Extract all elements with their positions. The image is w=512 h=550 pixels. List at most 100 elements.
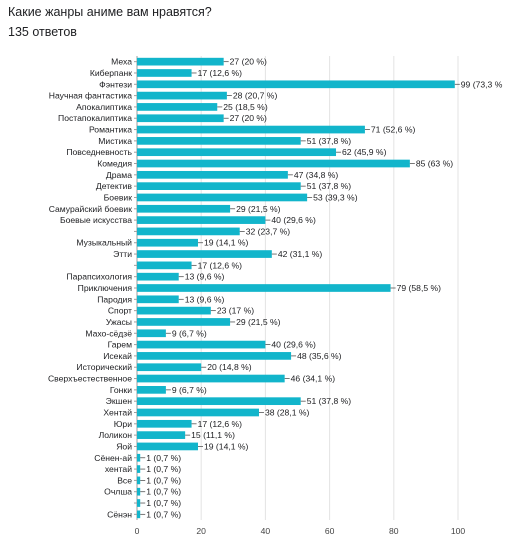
- x-tick-label: 60: [325, 526, 335, 536]
- value-label: 1 (0,7 %): [146, 453, 181, 463]
- bar: [137, 261, 192, 270]
- category-label: Ужасы: [106, 317, 132, 327]
- bar: [137, 91, 227, 100]
- category-label: Меха: [111, 57, 132, 67]
- value-label: 46 (34,1 %): [291, 374, 336, 384]
- bar: [137, 103, 218, 111]
- value-label: 1 (0,7 %): [146, 487, 181, 497]
- response-count: 135 ответов: [8, 25, 77, 39]
- value-label: 40 (29,6 %): [271, 215, 316, 225]
- bar: [137, 453, 141, 462]
- bar: [137, 476, 141, 485]
- bar: [137, 363, 202, 372]
- category-label: Музыкальный: [76, 238, 132, 248]
- value-label: 19 (14,1 %): [204, 238, 249, 248]
- x-tick-label: 0: [135, 526, 140, 536]
- value-label: 40 (29,6 %): [271, 340, 316, 350]
- value-label: 13 (9,6 %): [185, 294, 225, 304]
- bar: [137, 272, 179, 281]
- bar: [137, 170, 288, 179]
- value-label: 51 (37,8 %): [307, 181, 352, 191]
- bar: [137, 137, 301, 145]
- value-label: 27 (20 %): [230, 57, 267, 67]
- category-label: Приключения: [78, 283, 133, 293]
- category-label: Апокалиптика: [76, 102, 132, 112]
- category-label: Юри: [114, 419, 132, 429]
- category-label: Все: [117, 475, 132, 485]
- value-label: 1 (0,7 %): [146, 475, 181, 485]
- value-label: 17 (12,6 %): [198, 260, 243, 270]
- category-label: Пародия: [97, 294, 132, 304]
- bar: [137, 431, 186, 439]
- bar: [137, 216, 266, 224]
- bar: [137, 408, 259, 417]
- bar: [137, 318, 231, 326]
- bars: [137, 57, 455, 519]
- category-label: Махо-сёдзё: [85, 328, 132, 338]
- x-tick-label: 80: [389, 526, 399, 536]
- value-label: 1 (0,7 %): [146, 498, 181, 508]
- value-label: 28 (20,7 %): [233, 91, 278, 101]
- value-label: 79 (58,5 %): [397, 283, 442, 293]
- bar: [137, 374, 285, 383]
- bar: [137, 148, 337, 157]
- category-label: Спорт: [108, 306, 132, 316]
- bar: [137, 352, 292, 360]
- value-label: 51 (37,8 %): [307, 396, 352, 406]
- category-label: Яой: [116, 441, 132, 451]
- value-label: 71 (52,6 %): [371, 125, 416, 135]
- category-label: Повседневность: [66, 147, 132, 157]
- x-axis-ticks: 0 20 40 60 80 100: [135, 526, 466, 536]
- category-label: хентай: [105, 464, 132, 474]
- bar: [137, 80, 455, 89]
- value-label: 62 (45,9 %): [342, 147, 387, 157]
- value-label: 38 (28,1 %): [265, 407, 310, 417]
- bar: [137, 442, 198, 451]
- category-label: Очлша: [104, 487, 132, 497]
- value-label: 85 (63 %): [416, 159, 453, 169]
- category-label: Исекай: [103, 351, 132, 361]
- value-label: 47 (34,8 %): [294, 170, 339, 180]
- bar: [137, 193, 308, 202]
- value-label: 27 (20 %): [230, 113, 267, 123]
- category-label: Мистика: [98, 136, 132, 146]
- value-label: 32 (23,7 %): [246, 226, 291, 236]
- value-label: 1 (0,7 %): [146, 509, 181, 519]
- value-label: 20 (14,8 %): [207, 362, 252, 372]
- bar: [137, 306, 211, 315]
- x-tick-label: 100: [451, 526, 466, 536]
- category-label: Комедия: [97, 159, 132, 169]
- bar: [137, 397, 301, 406]
- category-label: Драма: [106, 170, 132, 180]
- bar: [137, 295, 179, 304]
- bar: [137, 57, 224, 66]
- bar: [137, 159, 410, 168]
- value-label: 53 (39,3 %): [313, 192, 358, 202]
- value-label: 9 (6,7 %): [172, 385, 207, 395]
- bar: [137, 238, 198, 247]
- value-label: 17 (12,6 %): [198, 419, 243, 429]
- category-label: Сёнэн: [107, 509, 132, 519]
- bar: [137, 510, 141, 519]
- bar: [137, 182, 301, 190]
- category-label: Сёнен-ай: [94, 453, 132, 463]
- value-label: 48 (35,6 %): [297, 351, 342, 361]
- bar: [137, 419, 192, 428]
- category-label: Боевые искусства: [60, 215, 132, 225]
- bar: [137, 250, 272, 258]
- value-label: 51 (37,8 %): [307, 136, 352, 146]
- category-label: Научная фантастика: [49, 91, 132, 101]
- category-label: Хентай: [103, 407, 132, 417]
- category-label: Фэнтези: [99, 79, 132, 89]
- value-label: 29 (21,5 %): [236, 317, 281, 327]
- category-label: Сверхъестественное: [48, 374, 132, 384]
- category-label: Гарем: [108, 340, 133, 350]
- category-label: Парапсихология: [66, 272, 132, 282]
- x-tick-label: 20: [196, 526, 206, 536]
- question-title: Какие жанры аниме вам нравятся?: [8, 5, 212, 19]
- category-label: Этти: [113, 249, 132, 259]
- value-label: 99 (73,3 %: [461, 79, 503, 89]
- category-label: Самурайский боевик: [49, 204, 133, 214]
